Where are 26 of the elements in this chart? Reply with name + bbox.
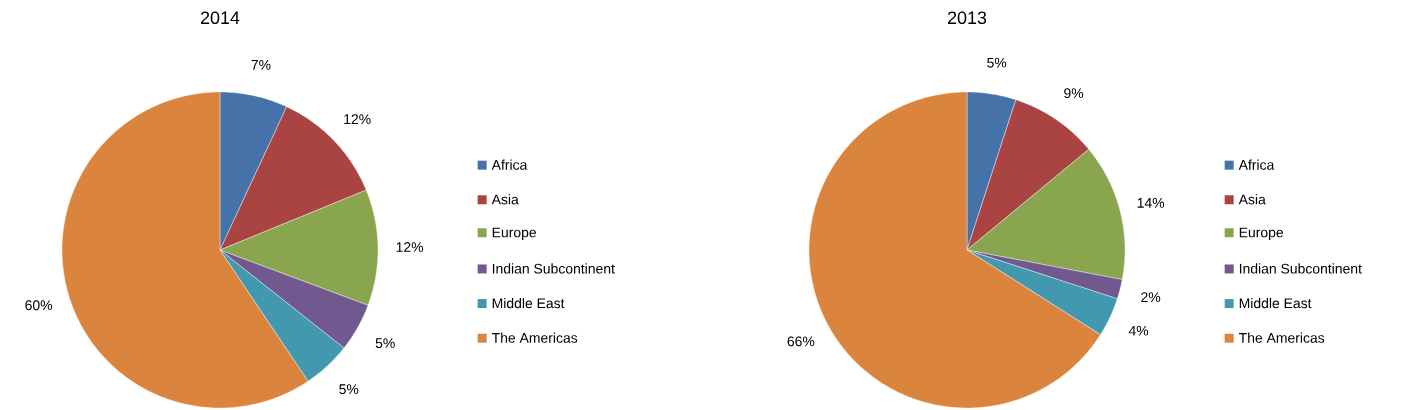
data-label: 7% (251, 59, 271, 70)
legend-label: Indian Subcontinent (492, 263, 615, 274)
data-label: 5% (375, 338, 395, 348)
legend-label: The Americas (1238, 332, 1325, 343)
legend-label: Asia (491, 194, 519, 205)
data-label: 12% (396, 242, 424, 252)
data-label: 5% (339, 384, 359, 395)
data-label: 12% (344, 114, 371, 124)
data-label: 2% (1141, 292, 1161, 303)
legend-label: Europe (492, 227, 537, 241)
data-label: 14% (1137, 197, 1165, 208)
chart-title: 2014 (200, 11, 240, 25)
legend-label: Africa (491, 159, 528, 170)
legend-label: Middle East (1239, 297, 1312, 309)
data-label: 9% (1064, 88, 1084, 99)
legend-label: The Americas (491, 332, 578, 343)
data-label: 4% (1128, 325, 1149, 336)
legend-label: Europe (1239, 227, 1284, 241)
chart-title: 2013 (947, 11, 987, 25)
data-label: 66% (787, 336, 815, 347)
legend-label: Middle East (492, 297, 565, 309)
legend-label: Asia (1238, 194, 1266, 205)
data-label: 60% (25, 300, 53, 311)
legend-label: Indian Subcontinent (1239, 263, 1362, 274)
data-label: 5% (987, 57, 1007, 68)
legend-label: Africa (1238, 159, 1275, 170)
